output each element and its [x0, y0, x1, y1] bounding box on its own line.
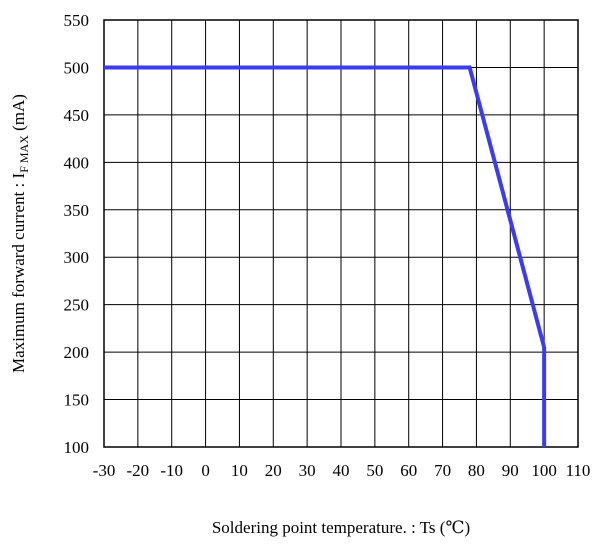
x-tick-label: -10	[160, 461, 183, 480]
x-axis-label: Soldering point temperature. : Ts (℃)	[212, 518, 470, 537]
y-tick-label: 550	[64, 11, 90, 30]
x-tick-label: 30	[299, 461, 316, 480]
y-tick-labels: 100 150 200 250 300 350 400 450 500 550	[64, 11, 90, 457]
y-axis-label-main: Maximum forward current : I	[9, 172, 28, 372]
x-tick-label: -30	[93, 461, 116, 480]
x-tick-label: 110	[566, 461, 591, 480]
x-tick-label: 10	[231, 461, 248, 480]
x-tick-label: 40	[333, 461, 350, 480]
grid	[104, 20, 578, 447]
plot-frame	[103, 19, 579, 448]
x-tick-labels: -30 -20 -10 0 10 20 30 40 50 60 70 80 90 100 110	[93, 461, 591, 480]
series-layer	[104, 65, 547, 447]
y-tick-label: 450	[64, 106, 90, 125]
y-axis-label-unit: (mA)	[9, 94, 28, 135]
y-tick-label: 400	[64, 153, 90, 172]
series-line	[104, 65, 547, 447]
x-tick-label: 90	[502, 461, 519, 480]
y-tick-label: 500	[64, 58, 90, 77]
y-tick-label: 200	[64, 343, 90, 362]
x-tick-label: 0	[201, 461, 210, 480]
y-tick-label: 350	[64, 201, 90, 220]
x-tick-label: 20	[265, 461, 282, 480]
y-tick-label: 150	[64, 391, 90, 410]
y-tick-label: 250	[64, 296, 90, 315]
x-tick-label: 60	[400, 461, 417, 480]
x-tick-label: -20	[127, 461, 150, 480]
x-tick-label: 100	[531, 461, 557, 480]
x-tick-label: 80	[468, 461, 485, 480]
x-tick-label: 50	[366, 461, 383, 480]
x-tick-label: 70	[434, 461, 451, 480]
y-axis-label-subscript: F MAX	[17, 135, 31, 173]
y-tick-label: 100	[64, 438, 90, 457]
y-axis-label: Maximum forward current : IF MAX (mA)	[9, 94, 31, 373]
y-tick-label: 300	[64, 248, 90, 267]
